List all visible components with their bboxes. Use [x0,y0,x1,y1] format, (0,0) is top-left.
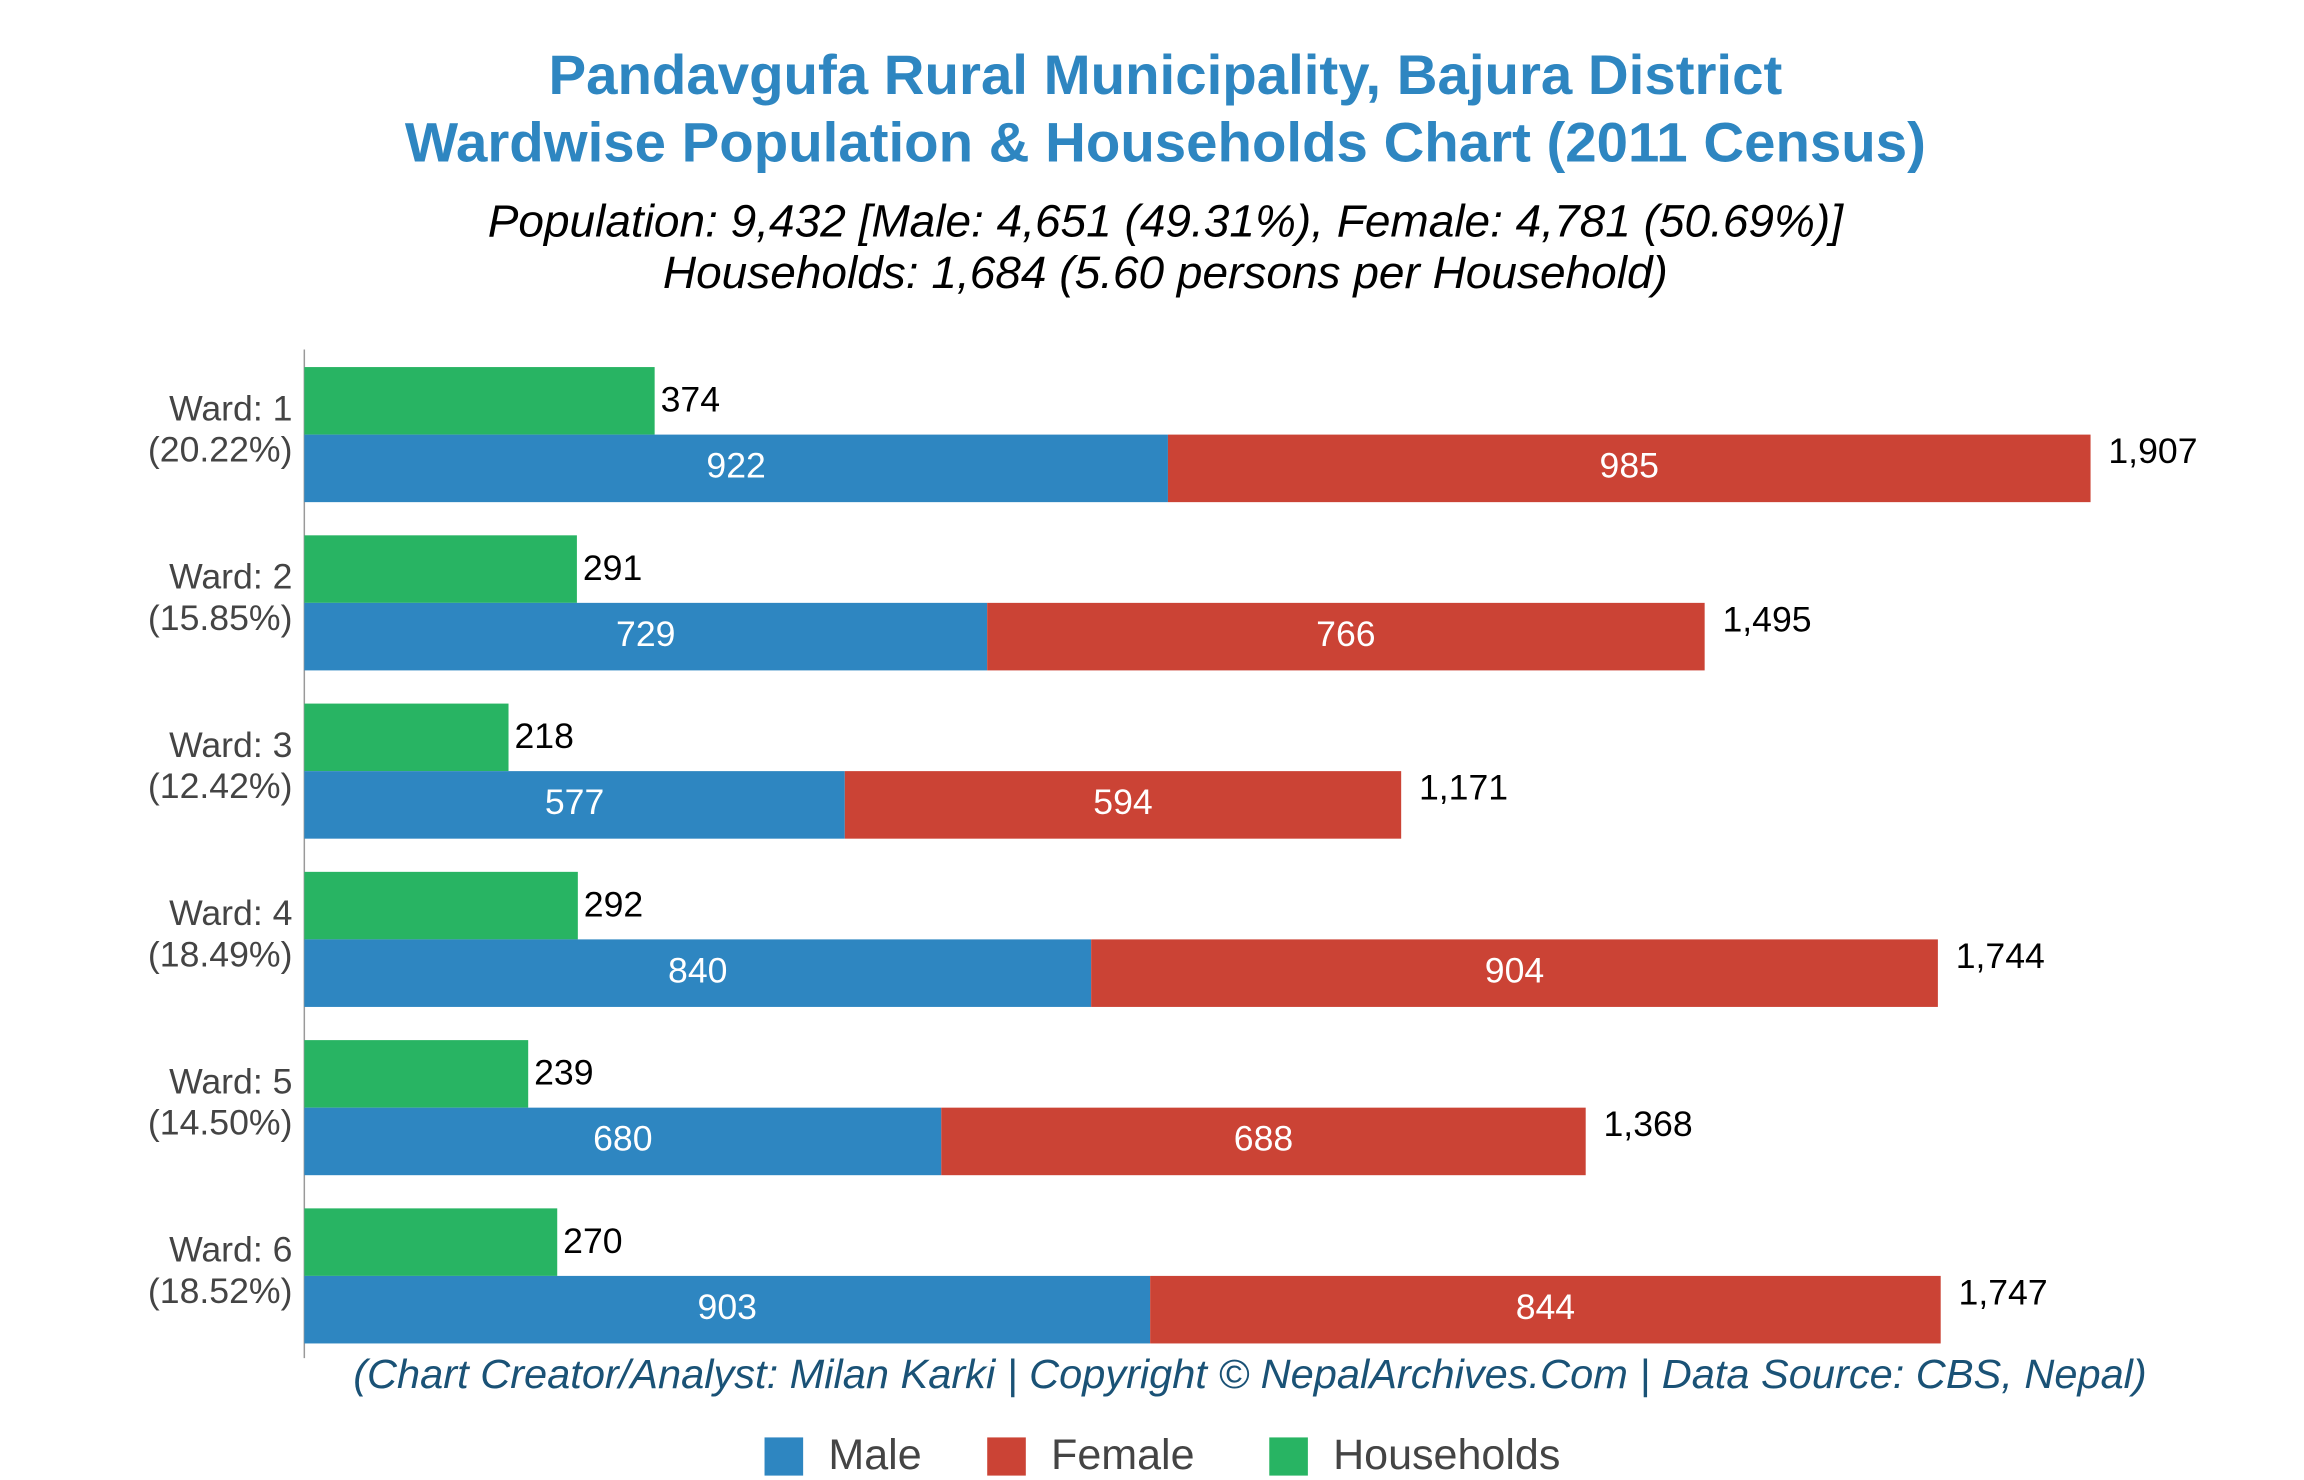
data-label: 374 [661,380,720,420]
chart-subtitle: Households: 1,684 (5.60 persons per Hous… [663,247,1668,298]
chart-title: Wardwise Population & Households Chart (… [405,111,1926,174]
data-label: 577 [545,782,604,822]
data-label: 218 [514,716,573,756]
data-label: 985 [1600,446,1659,486]
data-label: 922 [706,446,765,486]
bar [1167,434,2091,503]
data-label: 270 [563,1221,622,1261]
y-tick-label: (15.85%) [148,598,293,638]
y-tick-label: Ward: 3 [169,725,292,765]
data-label: 844 [1516,1287,1575,1327]
y-tick-label: Ward: 5 [169,1062,292,1102]
y-tick-label: (18.49%) [148,934,293,974]
data-label: 239 [534,1053,593,1093]
legend-label: Female [1051,1431,1195,1479]
legend-swatch [764,1437,804,1476]
bar [304,1208,558,1276]
bar [304,602,988,671]
bar [304,703,509,772]
total-label: 1,747 [1959,1272,2048,1312]
bar [304,535,577,603]
bar [304,871,578,940]
legend-swatch [1269,1437,1308,1476]
bar [304,1107,942,1176]
bar [987,602,1705,671]
bar [304,434,1168,503]
data-label: 840 [668,951,727,991]
y-tick-label: (14.50%) [148,1103,293,1143]
total-label: 1,744 [1956,936,2045,976]
y-tick-label: (12.42%) [148,766,293,806]
y-tick-label: (18.52%) [148,1271,293,1311]
bar [844,771,1402,839]
data-label: 594 [1093,782,1152,822]
data-label: 292 [584,885,643,925]
y-tick-label: Ward: 2 [169,557,292,597]
bar [304,771,845,839]
data-label: 904 [1485,951,1544,991]
data-label: 766 [1316,614,1375,654]
total-label: 1,368 [1604,1104,1693,1144]
bar [304,1275,1151,1344]
total-label: 1,907 [2108,431,2197,471]
bar [941,1107,1586,1176]
data-label: 291 [583,548,642,588]
bar [304,367,655,435]
total-label: 1,495 [1722,599,1811,639]
legend-swatch [987,1437,1026,1476]
bar [304,1040,529,1108]
bar [1150,1275,1941,1344]
chart-title: Pandavgufa Rural Municipality, Bajura Di… [548,43,1782,106]
data-label: 680 [593,1119,652,1159]
legend-label: Male [828,1431,921,1479]
y-tick-label: (20.22%) [148,430,293,470]
bar [304,939,1092,1007]
total-label: 1,171 [1419,768,1508,808]
data-label: 729 [616,614,675,654]
legend-label: Households [1333,1431,1560,1479]
y-tick-label: Ward: 1 [169,389,292,429]
data-label: 903 [698,1287,757,1327]
y-tick-label: Ward: 4 [169,893,292,933]
bar [1091,939,1938,1007]
chart-subtitle: Population: 9,432 [Male: 4,651 (49.31%),… [488,196,1845,247]
footer: (Chart Creator/Analyst: Milan Karki | Co… [353,1351,2147,1397]
data-label: 688 [1234,1119,1293,1159]
y-tick-label: Ward: 6 [169,1230,292,1270]
